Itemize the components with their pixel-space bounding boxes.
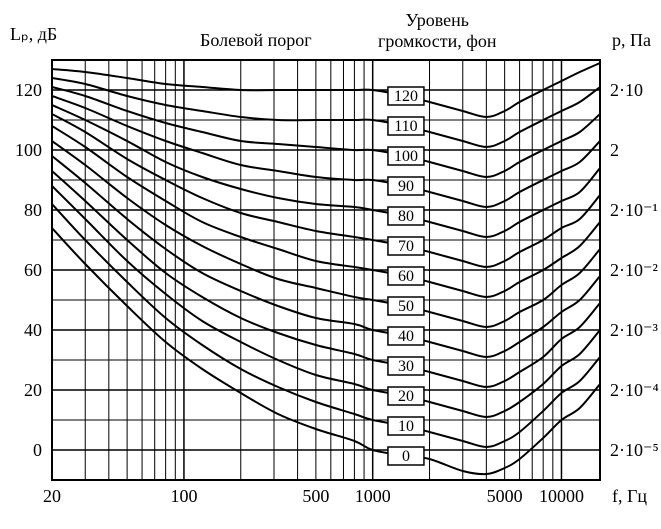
y-left-tick-label: 60 <box>24 260 42 280</box>
loudness-curve-60 <box>52 126 600 297</box>
y-right-tick-label: 2·10 <box>610 80 643 100</box>
y-left-tick-label: 120 <box>15 80 42 100</box>
x-axis-title: f, Гц <box>612 486 647 507</box>
y-left-tick-label: 0 <box>33 440 42 460</box>
curve-label-110: 110 <box>394 118 417 135</box>
x-tick-label: 1000 <box>355 486 391 506</box>
y-right-tick-label: 2·10⁻² <box>610 260 658 280</box>
curves-group <box>52 63 600 474</box>
curve-label-40: 40 <box>398 328 414 345</box>
pain-threshold-label: Болевой порог <box>200 30 312 51</box>
equal-loudness-chart: 2010050010005000100000204060801001202·10… <box>0 0 661 529</box>
y-left-tick-label: 20 <box>24 380 42 400</box>
x-tick-label: 500 <box>302 486 329 506</box>
y-left-tick-label: 80 <box>24 200 42 220</box>
loudness-level-label: Уровень громкости, фон <box>378 10 497 52</box>
curve-label-80: 80 <box>398 208 414 225</box>
y-right-tick-label: 2 <box>610 140 619 160</box>
curve-label-0: 0 <box>402 448 410 465</box>
loudness-curve-70 <box>52 114 600 267</box>
curve-label-70: 70 <box>398 238 414 255</box>
y-right-tick-label: 2·10⁻⁴ <box>610 380 659 400</box>
y-right-tick-label: 2·10⁻⁵ <box>610 440 659 460</box>
x-tick-label: 100 <box>170 486 197 506</box>
y-right-tick-label: 2·10⁻³ <box>610 320 658 340</box>
curve-label-20: 20 <box>398 388 414 405</box>
loudness-curve-20 <box>52 186 600 417</box>
curve-label-120: 120 <box>394 88 418 105</box>
y-left-tick-label: 40 <box>24 320 42 340</box>
x-tick-label: 10000 <box>539 486 584 506</box>
x-tick-label: 5000 <box>487 486 523 506</box>
y-right-tick-label: 2·10⁻¹ <box>610 200 658 220</box>
loudness-curve-80 <box>52 105 600 237</box>
curve-label-100: 100 <box>394 148 418 165</box>
y-right-axis-title: p, Па <box>612 30 651 51</box>
loudness-curve-50 <box>52 141 600 327</box>
curve-label-90: 90 <box>398 178 414 195</box>
x-tick-label: 20 <box>43 486 61 506</box>
curve-label-50: 50 <box>398 298 414 315</box>
loudness-curve-40 <box>52 156 600 357</box>
curve-label-30: 30 <box>398 358 414 375</box>
curve-label-10: 10 <box>398 418 414 435</box>
curve-label-60: 60 <box>398 268 414 285</box>
y-left-axis-title: Lₚ, дБ <box>10 24 57 45</box>
y-left-tick-label: 100 <box>15 140 42 160</box>
loudness-curve-0 <box>52 228 600 474</box>
chart-svg: 2010050010005000100000204060801001202·10… <box>0 0 661 529</box>
